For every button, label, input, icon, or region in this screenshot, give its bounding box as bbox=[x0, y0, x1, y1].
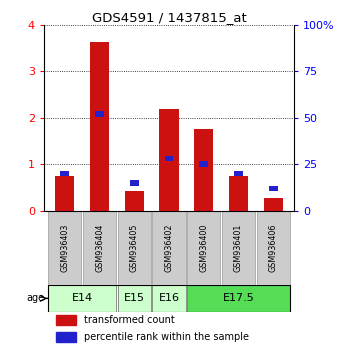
Bar bbox=[264, 198, 283, 211]
Bar bbox=[160, 109, 178, 211]
Text: E15: E15 bbox=[124, 293, 145, 303]
Bar bbox=[152, 211, 186, 285]
Text: transformed count: transformed count bbox=[84, 315, 175, 325]
Text: age: age bbox=[26, 293, 45, 303]
Bar bbox=[194, 129, 213, 211]
Bar bbox=[125, 191, 144, 211]
Bar bbox=[152, 285, 186, 312]
Bar bbox=[222, 211, 255, 285]
Text: E16: E16 bbox=[159, 293, 179, 303]
Bar bbox=[187, 211, 220, 285]
Bar bbox=[90, 42, 109, 211]
Title: GDS4591 / 1437815_at: GDS4591 / 1437815_at bbox=[92, 11, 246, 24]
Text: E17.5: E17.5 bbox=[223, 293, 255, 303]
Text: GSM936405: GSM936405 bbox=[130, 223, 139, 272]
Bar bbox=[48, 285, 116, 312]
Bar bbox=[229, 176, 248, 211]
Text: percentile rank within the sample: percentile rank within the sample bbox=[84, 332, 249, 342]
Bar bbox=[130, 180, 139, 185]
Bar bbox=[56, 315, 76, 325]
Text: E14: E14 bbox=[72, 293, 93, 303]
Text: GSM936402: GSM936402 bbox=[165, 223, 173, 272]
Bar bbox=[234, 171, 243, 176]
Bar bbox=[165, 156, 173, 161]
Text: GSM936400: GSM936400 bbox=[199, 224, 208, 272]
Bar bbox=[83, 211, 116, 285]
Bar bbox=[269, 185, 277, 191]
Bar bbox=[199, 161, 208, 167]
Bar bbox=[95, 111, 104, 117]
Bar bbox=[48, 211, 81, 285]
Bar bbox=[55, 176, 74, 211]
Bar bbox=[257, 211, 290, 285]
Bar bbox=[118, 285, 151, 312]
Text: GSM936401: GSM936401 bbox=[234, 224, 243, 272]
Bar bbox=[118, 211, 151, 285]
Bar bbox=[187, 285, 290, 312]
Text: GSM936406: GSM936406 bbox=[269, 224, 278, 272]
Bar bbox=[61, 171, 69, 176]
Bar bbox=[56, 332, 76, 342]
Text: GSM936403: GSM936403 bbox=[60, 224, 69, 272]
Text: GSM936404: GSM936404 bbox=[95, 224, 104, 272]
